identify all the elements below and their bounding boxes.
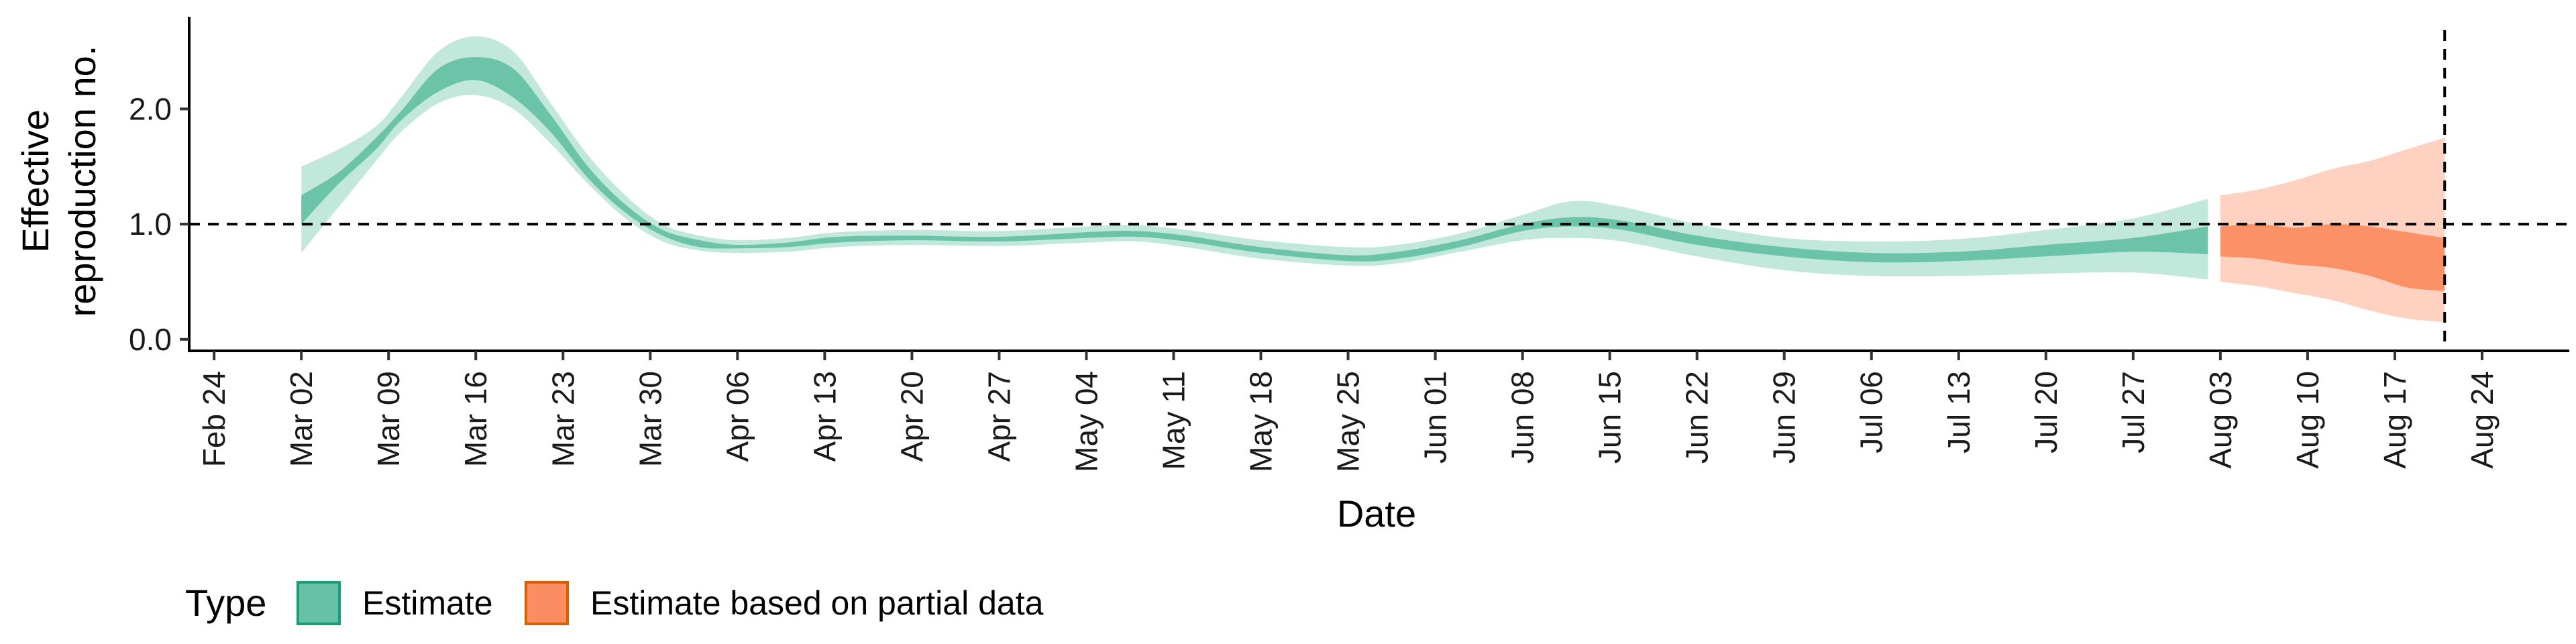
- x-tick-label: Mar 09: [371, 371, 406, 467]
- x-axis-title: Date: [1337, 492, 1416, 535]
- x-tick-label: Jun 15: [1593, 371, 1627, 464]
- legend-key-estimate: [297, 581, 341, 625]
- x-tick-label: Jun 01: [1418, 371, 1453, 464]
- x-tick-label: May 25: [1331, 371, 1366, 472]
- legend-label-estimate: Estimate: [362, 584, 493, 622]
- y-axis-title-line-1: Effective: [14, 109, 56, 253]
- x-tick-label: Feb 24: [197, 371, 231, 467]
- estimate-50-band: [301, 57, 2208, 263]
- x-tick-label: Apr 20: [894, 371, 929, 462]
- estimate-90-band: [301, 36, 2208, 280]
- partial-estimate-50-band: [2220, 224, 2445, 291]
- x-tick-label: Jun 29: [1767, 371, 1802, 464]
- x-tick-label: Aug 17: [2377, 371, 2412, 469]
- reference-lines: [189, 30, 2569, 351]
- y-axis-title-line-2: reproduction no.: [61, 46, 103, 317]
- x-tick-label: Jun 22: [1680, 371, 1715, 464]
- x-tick-label: Mar 02: [284, 371, 319, 467]
- x-tick-label: Apr 27: [981, 371, 1016, 462]
- x-tick-label: Apr 06: [720, 371, 755, 462]
- x-tick-label: Apr 13: [807, 371, 842, 462]
- x-tick-label: Jul 06: [1854, 371, 1889, 453]
- x-tick-label: Jun 08: [1505, 371, 1540, 464]
- x-tick-label: May 18: [1244, 371, 1279, 472]
- legend-key-partial: [525, 581, 569, 625]
- legend-title: Type: [185, 582, 266, 624]
- x-tick-label: Mar 16: [458, 371, 493, 467]
- legend-label-partial: Estimate based on partial data: [590, 584, 1044, 622]
- x-tick-label: May 04: [1069, 371, 1104, 472]
- legend: Type Estimate Estimate based on partial …: [185, 581, 1044, 625]
- tick-labels: 0.0 1.0 2.0 Feb 24 Mar 02 Mar 09 Mar 16 Mar 23 M…: [129, 91, 2500, 472]
- x-tick-label: Aug 03: [2203, 371, 2238, 469]
- x-tick-label: Aug 10: [2290, 371, 2325, 469]
- x-tick-label: Mar 30: [633, 371, 667, 467]
- y-tick-label: 1.0: [129, 207, 172, 241]
- y-tick-label: 2.0: [129, 91, 172, 126]
- estimate-bands: [301, 36, 2445, 323]
- x-tick-label: Jul 27: [2116, 371, 2151, 453]
- x-tick-label: May 11: [1157, 371, 1191, 470]
- x-tick-label: Aug 24: [2465, 371, 2500, 469]
- axes: [180, 17, 2569, 360]
- y-tick-label: 0.0: [129, 322, 172, 357]
- x-tick-label: Jul 13: [1941, 371, 1976, 453]
- x-tick-label: Mar 23: [545, 371, 580, 467]
- x-tick-label: Jul 20: [2029, 371, 2063, 453]
